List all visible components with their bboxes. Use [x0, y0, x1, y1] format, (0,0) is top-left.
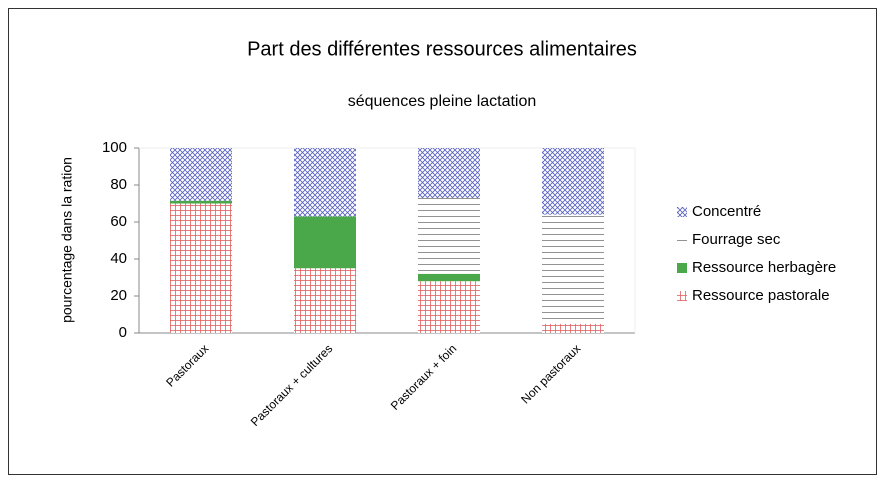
bar-segment	[542, 323, 604, 333]
legend-swatch	[677, 235, 687, 245]
chart-subtitle: séquences pleine lactation	[348, 93, 537, 110]
y-tick-label: 80	[110, 176, 127, 193]
legend-label: Ressource pastorale	[692, 287, 830, 304]
y-axis-label: pourcentage dans la ration	[59, 157, 75, 323]
y-tick-label: 20	[110, 287, 127, 304]
y-tick-label: 0	[119, 324, 127, 341]
bar-segment	[294, 148, 356, 217]
bar-segment	[418, 197, 480, 274]
legend-label: Ressource herbagère	[692, 259, 836, 276]
bar-segment	[170, 148, 232, 201]
bar-segment	[418, 148, 480, 198]
bar-segment	[170, 200, 232, 204]
legend-swatch	[677, 291, 687, 301]
bar-segment	[418, 273, 480, 282]
bar-segment	[542, 214, 604, 324]
y-tick-label: 60	[110, 213, 127, 230]
chart-title: Part des différentes ressources alimenta…	[247, 38, 637, 60]
bar-segment	[542, 148, 604, 215]
y-tick-label: 40	[110, 250, 127, 267]
bar-segment	[294, 268, 356, 333]
legend-label: Fourrage sec	[692, 231, 781, 248]
bar-segment	[418, 281, 480, 333]
legend-swatch	[677, 263, 687, 273]
legend-label: Concentré	[692, 203, 761, 220]
bar-segment	[170, 203, 232, 333]
y-tick-label: 100	[102, 139, 127, 156]
bar-segment	[294, 216, 356, 269]
legend-swatch	[677, 207, 687, 217]
